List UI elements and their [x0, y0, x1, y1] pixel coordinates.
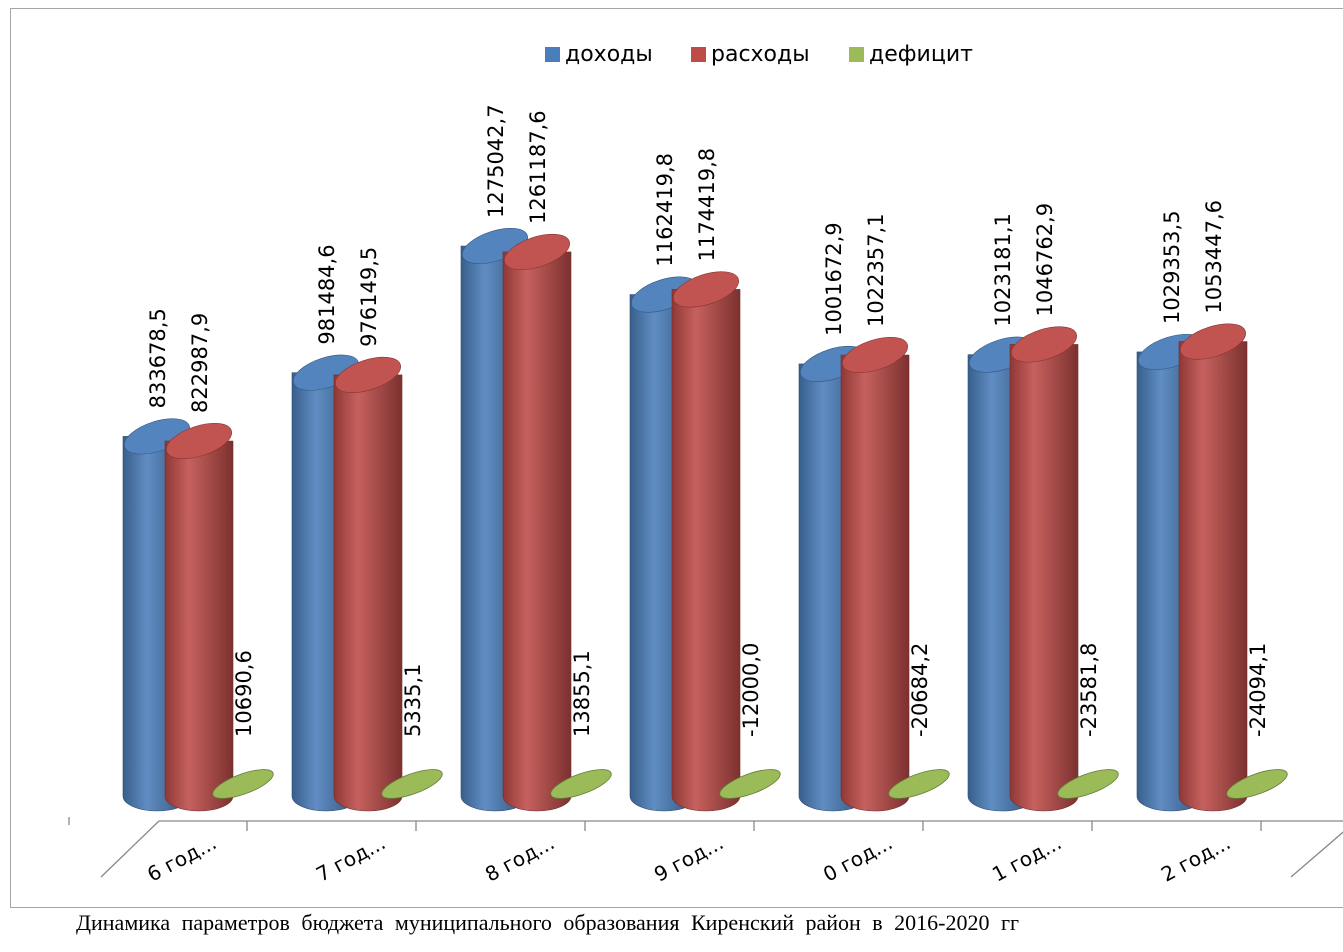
- bar-cap-expense-3: [504, 233, 570, 270]
- chart-frame: доходы расходы дефицит 833678,5 822987,9 106…: [10, 8, 1343, 908]
- value-label-expense-6: 1046762,9: [1033, 203, 1057, 317]
- value-label-deficit-3: 13855,1: [570, 650, 594, 737]
- legend-swatch-3: [849, 47, 864, 62]
- value-label-deficit-1: 10690,6: [232, 650, 256, 737]
- figure-caption: Динамика параметров бюджета муниципально…: [76, 910, 1020, 935]
- value-label-expense-3: 1261187,6: [526, 110, 550, 224]
- bar-cap-expense-5: [842, 336, 908, 374]
- value-label-income-2: 981484,6: [315, 244, 339, 344]
- value-label-expense-5: 1022357,1: [864, 213, 888, 327]
- bar-expense-3: [502, 251, 572, 812]
- bar-deficit-2: [381, 769, 443, 799]
- bar-cap-expense-4: [673, 271, 739, 308]
- chart-floor: [68, 817, 1343, 878]
- value-label-expense-1: 822987,9: [188, 313, 212, 413]
- legend-label-2: расходы: [711, 42, 810, 67]
- value-label-income-6: 1023181,1: [991, 213, 1015, 327]
- bars: [122, 227, 1288, 812]
- bar-deficit-4: [719, 769, 781, 799]
- bar-deficit-3: [550, 769, 612, 799]
- value-label-deficit-6: -23581,8: [1077, 643, 1101, 737]
- floor-edge: [100, 820, 1343, 878]
- value-label-income-7: 1029353,5: [1160, 210, 1184, 324]
- value-label-deficit-7: -24094,1: [1246, 643, 1270, 737]
- bar-deficit-1: [212, 769, 274, 799]
- bar-expense-5: [840, 354, 910, 812]
- value-label-deficit-5: -20684,2: [908, 643, 932, 737]
- legend-label-3: дефицит: [869, 42, 973, 67]
- legend: доходы расходы дефицит: [545, 42, 973, 67]
- bar-cap-expense-7: [1180, 323, 1246, 360]
- category-label-6: 1 год...: [988, 830, 1065, 886]
- bar-expense-4: [671, 289, 741, 812]
- value-label-deficit-4: -12000,0: [739, 643, 763, 737]
- bar-cap-expense-6: [1011, 326, 1077, 363]
- value-label-expense-2: 976149,5: [357, 247, 381, 347]
- bar-deficit-7: [1226, 769, 1288, 799]
- value-label-expense-4: 1174419,8: [695, 148, 719, 262]
- bar-expense-6: [1009, 344, 1079, 812]
- category-label-1: 6 год...: [143, 830, 220, 886]
- chart-area: доходы расходы дефицит 833678,5 822987,9 106…: [68, 42, 1343, 887]
- data-labels: 833678,5 822987,9 10690,6 981484,6 976149,5 5…: [146, 104, 1270, 737]
- legend-swatch-2: [691, 47, 706, 62]
- bar-expense-1: [164, 440, 234, 812]
- category-axis: 6 год... 7 год... 8 год... 9 год... 0 год...…: [143, 821, 1262, 887]
- bar-cap-expense-2: [335, 356, 401, 393]
- legend-label-1: доходы: [565, 42, 653, 67]
- bar-cap-expense-1: [166, 422, 232, 460]
- category-label-5: 0 год...: [819, 830, 896, 886]
- value-label-deficit-2: 5335,1: [401, 664, 425, 737]
- value-label-expense-7: 1053447,6: [1202, 200, 1226, 314]
- category-label-4: 9 год...: [650, 830, 727, 886]
- category-label-2: 7 год...: [312, 830, 389, 886]
- category-label-3: 8 год...: [481, 830, 558, 886]
- value-label-income-5: 1001672,9: [822, 222, 846, 336]
- value-label-income-1: 833678,5: [146, 308, 170, 408]
- bar-expense-2: [333, 374, 403, 812]
- legend-swatch-1: [545, 47, 560, 62]
- bar-deficit-5: [888, 769, 950, 799]
- value-label-income-3: 1275042,7: [484, 104, 508, 218]
- category-label-7: 2 год...: [1157, 830, 1234, 886]
- bar-deficit-6: [1057, 769, 1119, 799]
- bar-expense-7: [1178, 341, 1248, 812]
- value-label-income-4: 1162419,8: [653, 153, 677, 267]
